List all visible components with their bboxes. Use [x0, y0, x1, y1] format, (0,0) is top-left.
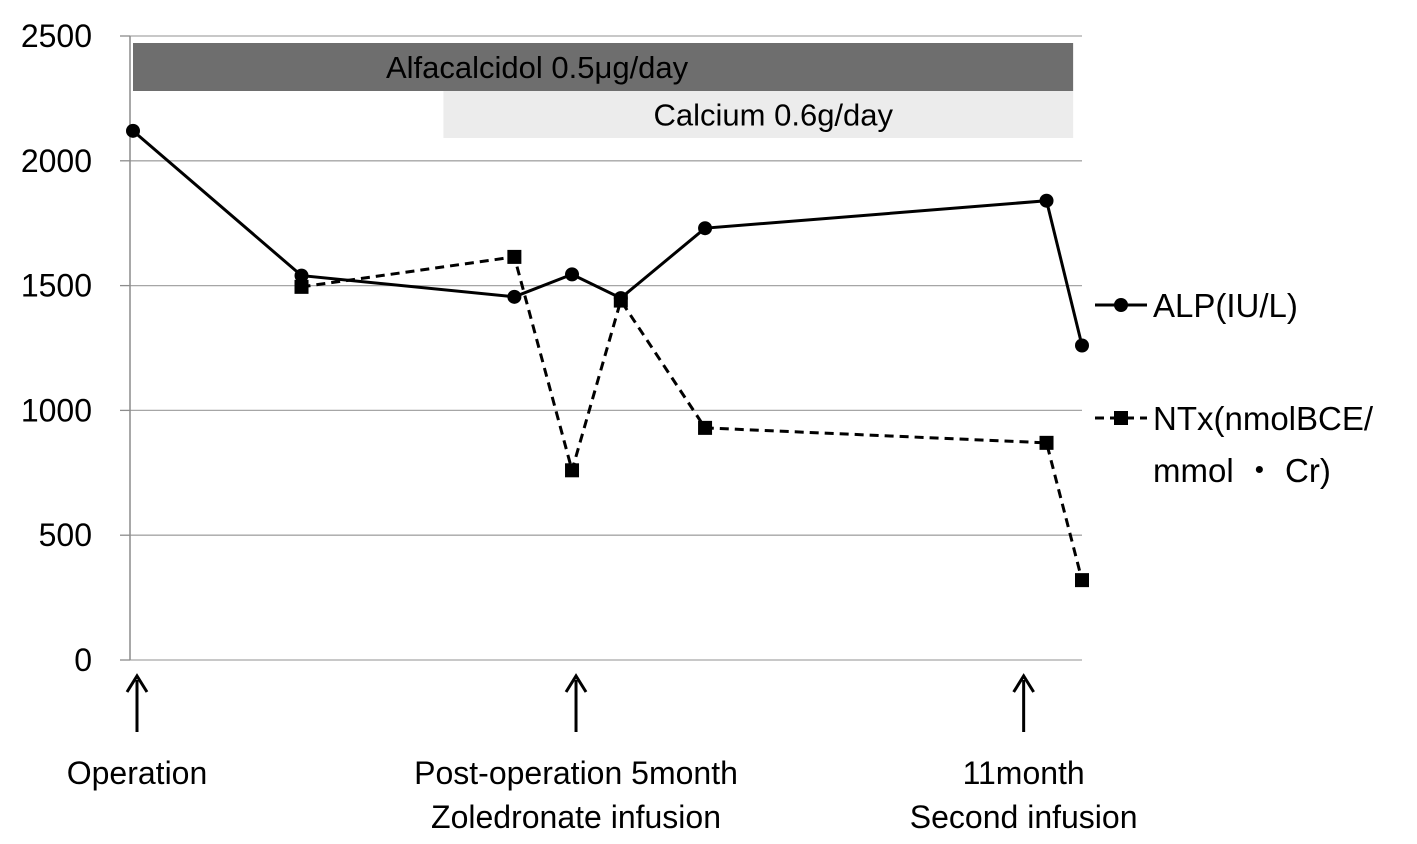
ntx-point	[698, 420, 713, 435]
alp-point	[1039, 193, 1054, 208]
alp-point	[507, 289, 522, 304]
treatment-band-label: Calcium 0.6g/day	[654, 98, 894, 133]
y-tick-label: 2500	[21, 18, 92, 54]
alp-point	[565, 267, 580, 282]
alp-point	[294, 268, 309, 283]
y-tick-label: 1000	[21, 392, 92, 428]
event-arrow-head	[125, 673, 149, 693]
ntx-point	[294, 279, 309, 294]
legend-ntx-label: mmol ・ Cr)	[1153, 452, 1331, 489]
alp-point	[698, 221, 713, 236]
ntx-point	[565, 463, 580, 478]
treatment-bands: Alfacalcidol 0.5μg/day Calcium 0.6g/day	[133, 43, 1074, 138]
y-tick-label: 2000	[21, 143, 92, 179]
ntx-point	[507, 249, 522, 264]
y-tick-label: 0	[74, 642, 92, 678]
ntx-point	[613, 293, 628, 308]
y-tick-label: 1500	[21, 268, 92, 304]
legend-alp-label: ALP(IU/L)	[1153, 287, 1298, 324]
event-annotations: Operation Post-operation 5month Zoledronat…	[67, 673, 1138, 835]
series-markers	[126, 123, 1089, 588]
treatment-band-label: Alfacalcidol 0.5μg/day	[386, 50, 689, 85]
legend-alp-marker	[1114, 298, 1128, 312]
ntx-point	[1075, 573, 1089, 588]
gridlines	[120, 35, 1082, 661]
legend-ntx-marker	[1114, 411, 1128, 425]
series-lines	[132, 129, 1084, 581]
event-arrow-head	[564, 673, 588, 693]
ntx-point	[1039, 435, 1054, 450]
event-arrow-head	[1012, 673, 1035, 693]
series-line-ntx	[301, 255, 1084, 581]
legend: ALP(IU/L) NTx(nmolBCE/mmol ・ Cr)	[1095, 287, 1374, 489]
event-label: Post-operation 5month	[414, 755, 738, 791]
y-tick-label: 500	[39, 517, 92, 553]
event-label: Second infusion	[910, 799, 1138, 835]
legend-ntx-label: NTx(nmolBCE/	[1153, 400, 1374, 437]
alp-point	[126, 123, 140, 138]
treatment-band	[443, 91, 1074, 138]
y-tick-labels: 2500 2000 1500 1000 500 0	[21, 18, 92, 678]
event-label: Zoledronate infusion	[431, 799, 721, 835]
series-line-alp	[132, 129, 1084, 346]
event-label: Operation	[67, 755, 208, 791]
alp-point	[1075, 338, 1089, 353]
event-label: 11month	[963, 755, 1085, 791]
treatment-band	[133, 43, 1074, 91]
